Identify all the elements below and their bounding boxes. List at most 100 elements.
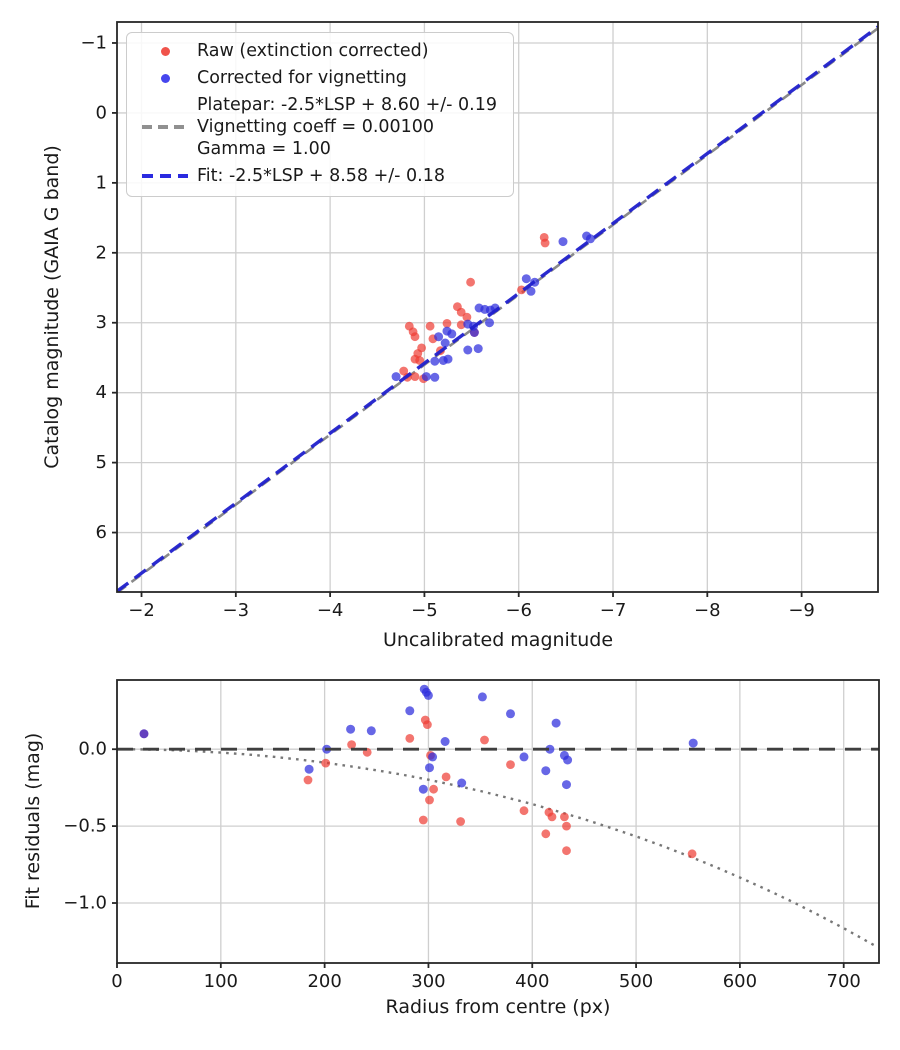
data-point	[430, 356, 440, 366]
x-tick-label: 200	[307, 971, 341, 992]
data-point	[441, 772, 451, 782]
series-raw	[139, 715, 697, 859]
series-corrected	[391, 231, 595, 382]
data-point	[425, 321, 435, 331]
data-point	[423, 720, 432, 729]
data-point	[347, 740, 356, 749]
data-point	[421, 372, 431, 382]
gridlines	[116, 680, 879, 963]
data-point	[540, 238, 550, 248]
data-point	[430, 372, 440, 382]
data-point	[521, 274, 531, 284]
data-point	[429, 784, 438, 794]
data-point	[519, 806, 529, 816]
y-tick-label: 0	[96, 102, 107, 123]
data-point	[526, 286, 536, 296]
x-tick-label: 500	[619, 971, 653, 992]
tick-labels: −2 −3 −4 −5 −6 −7 −8 −9 −1 0 1 2 3 4 5 6	[80, 32, 814, 620]
data-point	[456, 307, 466, 317]
data-point	[366, 726, 376, 736]
data-point	[139, 729, 149, 739]
x-tick-label: 400	[515, 971, 549, 992]
data-point	[462, 312, 472, 322]
tick-labels: 0 100 200 300 400 500 600 700 0.0 −0.5 −1.0	[63, 739, 861, 992]
x-tick-label: −7	[600, 600, 627, 621]
data-point	[443, 354, 453, 364]
y-tick-label: −0.5	[63, 816, 107, 837]
data-point	[541, 829, 551, 839]
fit-line	[117, 25, 878, 592]
y-tick-label: −1.0	[63, 893, 107, 914]
x-tick-label: −4	[317, 600, 344, 621]
data-point	[473, 344, 483, 354]
y-tick-label: 2	[96, 242, 107, 263]
data-point	[405, 734, 415, 743]
data-point	[547, 812, 557, 822]
data-point	[457, 778, 467, 788]
data-point	[410, 372, 420, 381]
data-point	[434, 332, 444, 342]
axes-frame	[116, 679, 880, 964]
legend-entry-platepar: Platepar: -2.5*LSP + 8.60 +/- 0.19 Vigne…	[133, 94, 497, 160]
y-tick-label: 3	[96, 312, 107, 333]
legend-label-fit: Fit: -2.5*LSP + 8.58 +/- 0.18	[197, 166, 445, 186]
legend: Raw (extinction corrected) Corrected for…	[126, 32, 514, 197]
data-point	[425, 763, 434, 773]
data-point	[469, 328, 479, 337]
data-point	[423, 690, 433, 700]
data-point	[560, 812, 569, 822]
fit-residuals-plot: 0 100 200 300 400 500 600 700 0.0 −0.5 −1.0	[63, 679, 880, 992]
x-tick-label: −8	[694, 600, 721, 621]
data-point	[410, 332, 420, 342]
bottom-y-axis-label: Fit residuals (mag)	[22, 732, 44, 910]
data-point	[551, 718, 561, 728]
y-tick-label: 1	[96, 172, 107, 193]
series-raw	[399, 233, 550, 384]
data-point	[545, 744, 555, 754]
gamma-value: Gamma = 1.00	[197, 139, 331, 159]
data-point	[304, 764, 314, 774]
y-tick-label: −1	[80, 32, 107, 53]
magnitude-calibration-plot: −2 −3 −4 −5 −6 −7 −8 −9 −1 0 1 2 3 4 5 6	[80, 21, 879, 621]
data-point	[585, 234, 595, 244]
data-point	[541, 766, 551, 776]
x-tick-label: 100	[204, 971, 238, 992]
data-point	[558, 237, 568, 247]
data-point	[687, 849, 697, 859]
data-point	[688, 738, 698, 748]
platepar-dash-icon	[142, 125, 188, 129]
legend-entry-corrected: Corrected for vignetting	[133, 67, 497, 89]
data-point	[440, 737, 450, 746]
x-tick-label: 0	[111, 971, 122, 992]
data-point	[463, 345, 473, 355]
y-tick-label: 0.0	[78, 739, 107, 760]
series-corrected	[139, 684, 698, 794]
x-tick-label: −3	[223, 600, 250, 621]
data-point	[477, 692, 487, 702]
legend-label-corrected: Corrected for vignetting	[197, 68, 407, 88]
legend-entry-fit: Fit: -2.5*LSP + 8.58 +/- 0.18	[133, 165, 497, 187]
legend-label-platepar: Platepar: -2.5*LSP + 8.60 +/- 0.19 Vigne…	[197, 94, 497, 160]
data-point	[466, 277, 475, 287]
tick-marks	[112, 748, 845, 968]
data-point	[456, 320, 466, 330]
data-point	[415, 356, 425, 365]
data-point	[485, 318, 494, 328]
raw-dot-icon	[160, 46, 170, 56]
fit-dash-icon	[142, 174, 188, 178]
data-point	[506, 709, 515, 719]
x-tick-label: 700	[827, 971, 861, 992]
vignetting-model-line	[117, 748, 876, 947]
x-tick-label: −9	[788, 600, 815, 621]
bottom-x-axis-label: Radius from centre (px)	[385, 996, 611, 1018]
top-y-axis-label: Catalog magnitude (GAIA G band)	[41, 145, 63, 469]
data-point	[506, 760, 515, 769]
x-tick-label: 600	[723, 971, 757, 992]
data-point	[480, 735, 489, 745]
vignetting-coeff: Vignetting coeff = 0.00100	[197, 117, 435, 137]
data-point	[440, 338, 450, 348]
data-point	[562, 846, 571, 856]
platepar-equation: Platepar: -2.5*LSP + 8.60 +/- 0.19	[197, 95, 497, 115]
data-point	[346, 724, 356, 734]
